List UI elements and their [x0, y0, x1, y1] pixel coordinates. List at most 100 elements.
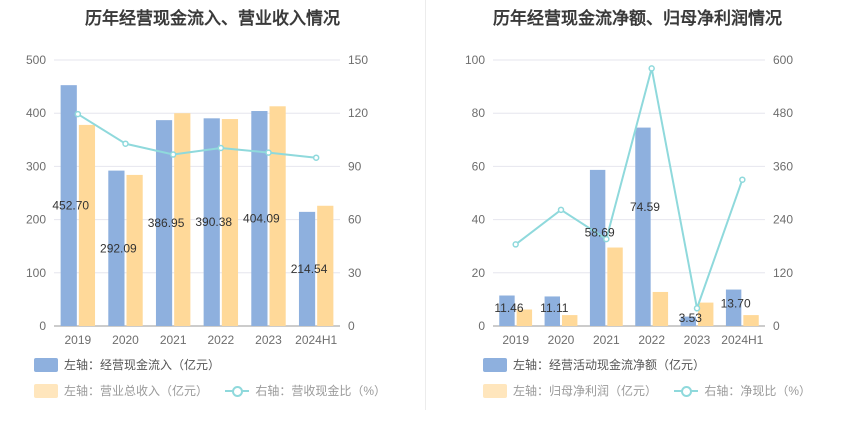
bar — [562, 315, 578, 326]
legend-swatch-bar2 — [483, 383, 507, 398]
line-point — [739, 176, 746, 183]
legend-item: 右轴：营收现金比（%） — [225, 382, 386, 399]
line-point — [265, 149, 272, 156]
line-point — [557, 206, 565, 214]
bar — [743, 315, 759, 326]
y-tick-left: 40 — [472, 213, 486, 227]
bar — [203, 118, 220, 326]
line-point — [217, 144, 225, 152]
y-tick-right: 0 — [348, 319, 355, 333]
x-tick-label: 2023 — [684, 333, 711, 347]
line-point — [74, 110, 82, 118]
y-tick-left: 60 — [472, 159, 486, 173]
chart-title: 历年经营现金流净额、归母净利润情况 — [493, 9, 782, 28]
y-tick-left: 200 — [26, 213, 46, 227]
y-tick-left: 300 — [26, 159, 46, 173]
bar — [317, 205, 334, 326]
line-point — [693, 305, 701, 312]
data-label: 3.53 — [679, 311, 703, 325]
bar — [635, 127, 651, 326]
bar — [698, 302, 714, 326]
y-tick-left: 0 — [478, 319, 485, 333]
y-tick-left: 400 — [26, 106, 46, 120]
bar — [607, 247, 623, 326]
bar — [499, 295, 515, 326]
chart-panel-left: 历年经营现金流入、营业收入情况 0 100 200 300 400 500 0 30 60 90 1… — [26, 9, 386, 399]
chart-title: 历年经营现金流入、营业收入情况 — [85, 9, 340, 28]
bar — [725, 289, 742, 326]
data-label: 214.54 — [291, 262, 328, 276]
data-label: 58.69 — [585, 225, 615, 239]
y-tick-right: 90 — [348, 159, 362, 173]
bar — [155, 120, 173, 326]
bar — [221, 119, 239, 326]
y-tick-right: 240 — [773, 213, 793, 227]
y-tick-left: 100 — [26, 266, 46, 280]
data-label: 404.09 — [243, 212, 280, 226]
bar — [60, 85, 77, 326]
y-tick-right: 120 — [773, 266, 793, 280]
data-label: 13.70 — [721, 297, 751, 311]
x-tick-label: 2020 — [548, 333, 575, 347]
line-point — [122, 140, 129, 147]
line-point — [648, 65, 655, 72]
chart-svg: 0 100 200 300 400 500 0 30 60 90 120 150 2019 2020 202… — [26, 53, 368, 347]
bar — [589, 169, 606, 326]
x-tick-label: 2024H1 — [721, 333, 763, 347]
legend-label: 左轴：经营活动现金流净额（亿元） — [513, 358, 706, 372]
legend-item: 左轴：归母净利润（亿元） — [483, 382, 657, 399]
bar — [680, 316, 696, 326]
bar — [544, 296, 560, 326]
legend-label: 左轴：归母净利润（亿元） — [513, 384, 658, 398]
y-tick-left: 500 — [26, 53, 46, 67]
bar — [174, 113, 191, 326]
y-tick-right: 150 — [348, 53, 368, 67]
y-tick-right: 60 — [348, 213, 362, 227]
legend-item: 右轴：净现比（%） — [674, 382, 811, 399]
y-tick-left: 20 — [472, 266, 486, 280]
bar — [269, 106, 286, 326]
x-tick-label: 2021 — [593, 333, 620, 347]
y-tick-left: 80 — [472, 106, 486, 120]
data-label: 292.09 — [100, 241, 137, 255]
y-tick-right: 120 — [348, 106, 368, 120]
y-tick-right: 0 — [773, 319, 780, 333]
legend-label: 左轴：营业总收入（亿元） — [64, 384, 209, 398]
legend-swatch-line — [225, 384, 250, 398]
legend-item: 左轴：经营现金流入（亿元） — [34, 356, 220, 373]
y-tick-right: 360 — [773, 159, 793, 173]
x-tick-label: 2019 — [502, 333, 529, 347]
data-label: 386.95 — [148, 216, 185, 230]
legend-label: 右轴：营收现金比（%） — [255, 384, 387, 398]
y-tick-right: 600 — [773, 53, 793, 67]
line-point — [312, 154, 320, 161]
bar — [516, 309, 533, 326]
bar — [652, 291, 669, 326]
line-point — [512, 241, 519, 248]
data-label: 11.11 — [540, 301, 569, 315]
line-point — [603, 235, 610, 243]
chart-svg: 0 20 40 60 80 100 0 120 240 360 480 600 2019 2020 2021… — [465, 53, 793, 347]
y-tick-right: 30 — [348, 266, 362, 280]
data-label: 452.70 — [52, 199, 89, 213]
line-point — [169, 151, 177, 158]
x-tick-label: 2022 — [638, 333, 665, 347]
legend-item: 左轴：经营活动现金流净额（亿元） — [483, 356, 705, 373]
y-tick-left: 0 — [39, 319, 46, 333]
data-label: 390.38 — [195, 215, 232, 229]
legend-swatch-bar2 — [34, 383, 58, 398]
data-label: 74.59 — [630, 200, 660, 214]
y-tick-left: 100 — [465, 53, 485, 67]
data-label: 11.46 — [494, 301, 523, 315]
panel-divider — [425, 0, 426, 410]
legend-label: 右轴：净现比（%） — [704, 384, 812, 398]
x-tick-label: 2021 — [160, 333, 187, 347]
chart-panel-right: 历年经营现金流净额、归母净利润情况 0 20 40 60 80 100 0 120 240 360… — [425, 0, 850, 437]
bar — [78, 124, 96, 327]
y-tick-right: 480 — [773, 106, 793, 120]
legend-item: 左轴：营业总收入（亿元） — [34, 382, 208, 399]
x-tick-label: 2023 — [255, 333, 282, 347]
x-tick-label: 2024H1 — [295, 333, 337, 347]
legend-swatch-line — [674, 384, 699, 398]
legend-label: 左轴：经营现金流入（亿元） — [64, 358, 221, 372]
